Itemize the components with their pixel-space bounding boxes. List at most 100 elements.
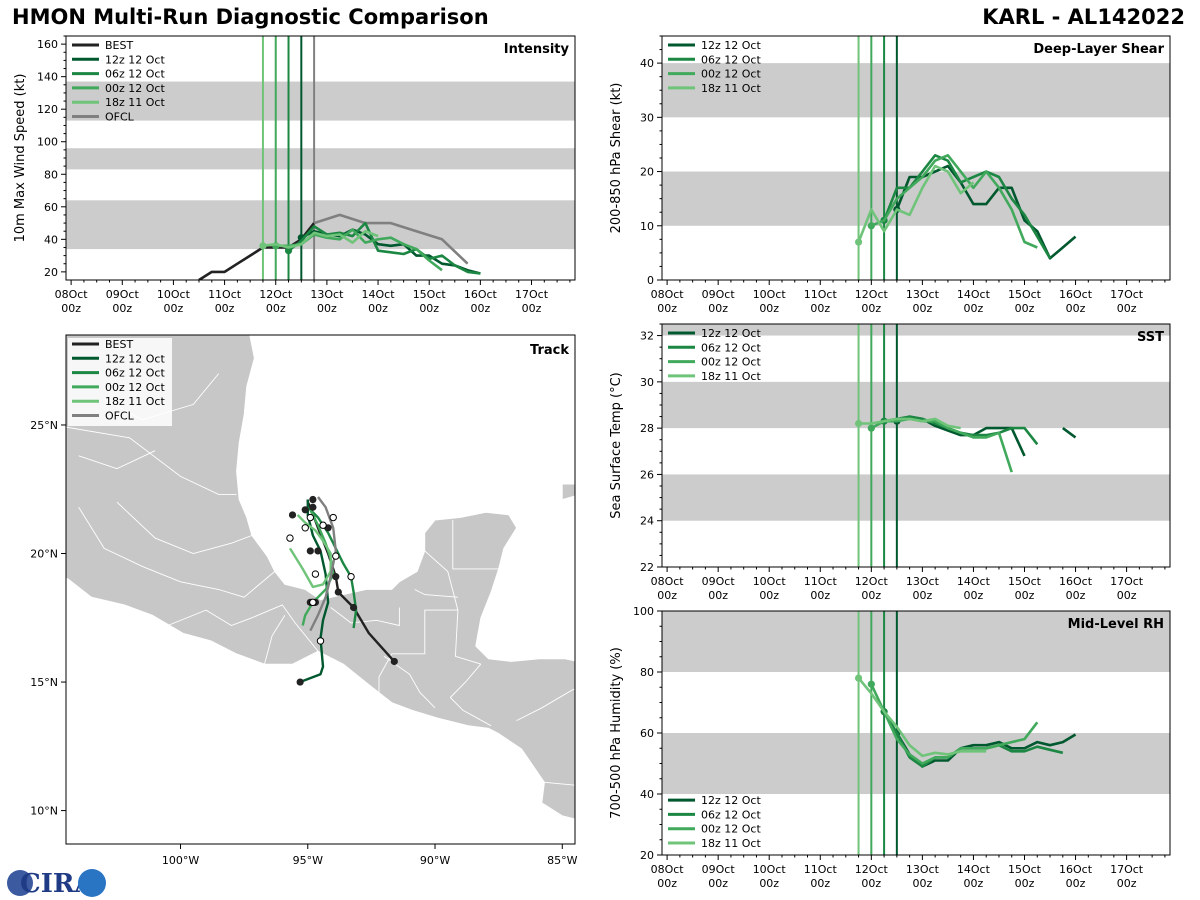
x-tick-label: 85°W	[547, 854, 577, 867]
x-tick-label: 14Oct	[362, 288, 396, 301]
state-border	[454, 610, 481, 665]
x-tick-label: 13Oct	[906, 288, 940, 301]
y-tick-label: 40	[640, 788, 654, 801]
y-tick-label: 20°N	[30, 548, 58, 561]
x-tick-label: 09Oct	[702, 288, 736, 301]
track-point-marker	[309, 503, 317, 511]
x-tick-label: 14Oct	[957, 863, 991, 876]
y-tick-label: 26	[640, 468, 654, 481]
series-line	[870, 154, 1038, 249]
state-border	[78, 450, 156, 470]
intensity-plot-area	[66, 36, 575, 280]
legend-label: BEST	[105, 39, 133, 52]
legend-label: 12z 12 Oct	[105, 53, 165, 66]
legend-label: 12z 12 Oct	[701, 327, 761, 340]
y-tick-label: 100	[37, 136, 58, 149]
x-tick-label: 09Oct	[702, 863, 736, 876]
y-tick-label: 15°N	[30, 676, 58, 689]
legend-label: 12z 12 Oct	[105, 352, 165, 365]
track-forecast-marker	[286, 534, 294, 542]
threshold-band	[662, 63, 1170, 118]
panel-title: Intensity	[504, 42, 570, 57]
x-tick-sublabel: 00z	[964, 589, 984, 602]
series-start-marker	[259, 242, 267, 250]
track-line	[301, 509, 335, 626]
legend-label: 18z 11 Oct	[701, 370, 761, 383]
x-tick-sublabel: 00z	[708, 302, 728, 315]
track-point-marker	[332, 573, 340, 581]
track-point-marker	[314, 547, 322, 555]
legend-label: 06z 12 Oct	[105, 367, 165, 380]
legend-label: BEST	[105, 338, 133, 351]
threshold-band	[66, 81, 575, 121]
x-tick-label: 11Oct	[804, 863, 838, 876]
y-tick-label: 140	[37, 71, 58, 84]
x-tick-label: 12Oct	[855, 288, 889, 301]
x-tick-sublabel: 00z	[861, 302, 881, 315]
x-tick-label: 08Oct	[651, 575, 685, 588]
sst-frame	[661, 323, 1171, 568]
shear-plot-area	[662, 36, 1170, 280]
legend-label: 12z 12 Oct	[701, 794, 761, 807]
y-tick-label: 100	[633, 605, 654, 618]
x-tick-sublabel: 00z	[1117, 589, 1137, 602]
y-tick-label: 20	[640, 849, 654, 862]
x-tick-sublabel: 00z	[810, 877, 830, 890]
legend-label: 18z 11 Oct	[701, 82, 761, 95]
track-forecast-marker	[306, 513, 315, 522]
x-tick-label: 09Oct	[106, 288, 140, 301]
x-tick-label: 100°W	[162, 854, 199, 867]
x-tick-label: 10Oct	[753, 575, 787, 588]
threshold-band	[662, 324, 1170, 336]
x-tick-label: 16Oct	[1059, 288, 1093, 301]
y-tick-label: 10	[640, 220, 654, 233]
x-tick-sublabel: 00z	[912, 589, 932, 602]
track-line	[288, 514, 332, 589]
track-point-marker	[334, 588, 342, 596]
x-tick-sublabel: 00z	[215, 302, 235, 315]
x-tick-sublabel: 00z	[61, 302, 81, 315]
y-tick-label: 20	[44, 266, 58, 279]
x-tick-label: 08Oct	[651, 288, 685, 301]
panel-title: SST	[1137, 330, 1164, 345]
x-tick-label: 12Oct	[855, 863, 889, 876]
x-tick-sublabel: 00z	[419, 302, 439, 315]
legend-label: 06z 12 Oct	[701, 53, 761, 66]
track-forecast-marker	[301, 524, 309, 532]
x-tick-label: 11Oct	[208, 288, 242, 301]
x-tick-sublabel: 00z	[1066, 589, 1086, 602]
x-tick-sublabel: 00z	[759, 589, 779, 602]
track-point-marker	[349, 603, 358, 612]
x-tick-sublabel: 00z	[657, 302, 677, 315]
legend-label: 06z 12 Oct	[105, 68, 165, 81]
y-tick-label: 40	[640, 57, 654, 70]
legend-label: 06z 12 Oct	[701, 341, 761, 354]
x-tick-label: 14Oct	[957, 575, 991, 588]
series-line	[857, 164, 975, 243]
x-tick-sublabel: 00z	[708, 877, 728, 890]
series-line	[1062, 427, 1077, 439]
x-tick-label: 15Oct	[413, 288, 447, 301]
series-line	[313, 213, 469, 265]
legend-label: 00z 12 Oct	[105, 381, 165, 394]
state-border	[383, 655, 436, 709]
rh-plot-area	[662, 611, 1170, 855]
legend-label: 18z 11 Oct	[105, 395, 165, 408]
cuba-tip	[561, 483, 575, 501]
series-line	[262, 229, 379, 249]
x-tick-sublabel: 00z	[912, 302, 932, 315]
x-tick-sublabel: 00z	[1015, 877, 1035, 890]
x-tick-sublabel: 00z	[522, 302, 542, 315]
x-tick-sublabel: 00z	[657, 589, 677, 602]
x-tick-sublabel: 00z	[964, 877, 984, 890]
state-border	[167, 604, 319, 652]
x-tick-label: 13Oct	[310, 288, 344, 301]
storm-title: KARL - AL142022	[982, 5, 1185, 29]
x-tick-sublabel: 00z	[164, 302, 184, 315]
x-tick-label: 16Oct	[1059, 575, 1093, 588]
cira-logo: CIRA	[7, 869, 106, 899]
